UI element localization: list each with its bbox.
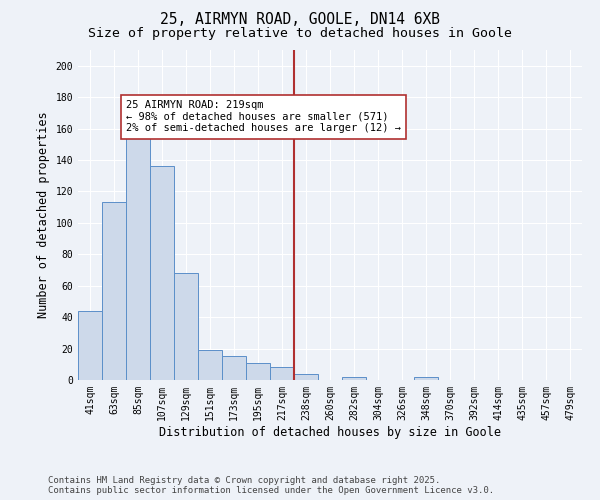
Bar bbox=[78, 311, 102, 380]
Bar bbox=[294, 374, 318, 380]
Bar bbox=[198, 350, 222, 380]
Bar bbox=[414, 377, 438, 380]
Text: 25 AIRMYN ROAD: 219sqm
← 98% of detached houses are smaller (571)
2% of semi-det: 25 AIRMYN ROAD: 219sqm ← 98% of detached… bbox=[126, 100, 401, 134]
Bar bbox=[222, 356, 246, 380]
Bar bbox=[270, 368, 294, 380]
Bar bbox=[102, 202, 126, 380]
Bar bbox=[174, 273, 198, 380]
Bar bbox=[246, 362, 270, 380]
Bar bbox=[150, 166, 174, 380]
Text: 25, AIRMYN ROAD, GOOLE, DN14 6XB: 25, AIRMYN ROAD, GOOLE, DN14 6XB bbox=[160, 12, 440, 28]
X-axis label: Distribution of detached houses by size in Goole: Distribution of detached houses by size … bbox=[159, 426, 501, 438]
Bar bbox=[126, 120, 150, 380]
Y-axis label: Number of detached properties: Number of detached properties bbox=[37, 112, 50, 318]
Text: Contains HM Land Registry data © Crown copyright and database right 2025.
Contai: Contains HM Land Registry data © Crown c… bbox=[48, 476, 494, 495]
Bar bbox=[342, 377, 366, 380]
Text: Size of property relative to detached houses in Goole: Size of property relative to detached ho… bbox=[88, 28, 512, 40]
